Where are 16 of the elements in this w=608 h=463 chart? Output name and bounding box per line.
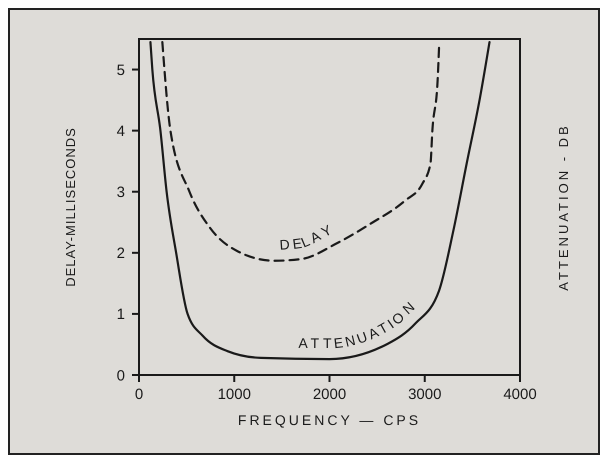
y-tick-label: 0: [116, 367, 125, 384]
y-tick-label: 2: [116, 245, 125, 262]
x-axis-title: FREQUENCY — CPS: [238, 412, 422, 428]
x-tick-label: 3000: [408, 386, 442, 403]
y-tick-label: 4: [116, 122, 125, 140]
y-tick-label: 1: [116, 306, 125, 324]
x-tick-label: 4000: [503, 386, 537, 403]
x-tick-label: 0: [134, 386, 144, 403]
line-series: [149, 40, 491, 360]
y-tick-label: 3: [116, 184, 125, 201]
y-axis-title: DELAY-MILLISECONDS: [63, 127, 78, 287]
x-tick-label: 2000: [312, 386, 346, 403]
y-tick-label: 5: [116, 62, 125, 79]
line-series: [161, 40, 440, 262]
y2-axis-title: ATTENUATION - DB: [556, 123, 571, 291]
x-tick-label: 1000: [218, 386, 251, 403]
